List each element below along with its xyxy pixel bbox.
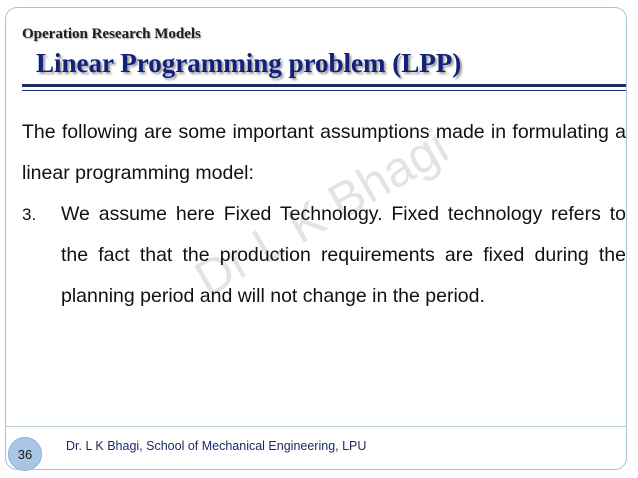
title-underline-thick xyxy=(22,84,626,87)
list-item: 3. We assume here Fixed Technology. Fixe… xyxy=(22,194,626,317)
footer-divider xyxy=(5,426,627,427)
list-item-text: We assume here Fixed Technology. Fixed t… xyxy=(61,203,626,307)
title-underline-thin xyxy=(22,90,626,91)
slide-title: Linear Programming problem (LPP) xyxy=(36,48,462,78)
footer-credit: Dr. L K Bhagi, School of Mechanical Engi… xyxy=(66,439,367,453)
list-item-number: 3. xyxy=(22,205,37,224)
slide-subtitle: Operation Research Models xyxy=(22,26,201,42)
slide-body: The following are some important assumpt… xyxy=(22,112,626,317)
page-number: 36 xyxy=(17,446,33,462)
slide-frame xyxy=(5,7,627,470)
intro-paragraph: The following are some important assumpt… xyxy=(22,121,626,184)
page-number-badge: 36 xyxy=(8,437,42,471)
